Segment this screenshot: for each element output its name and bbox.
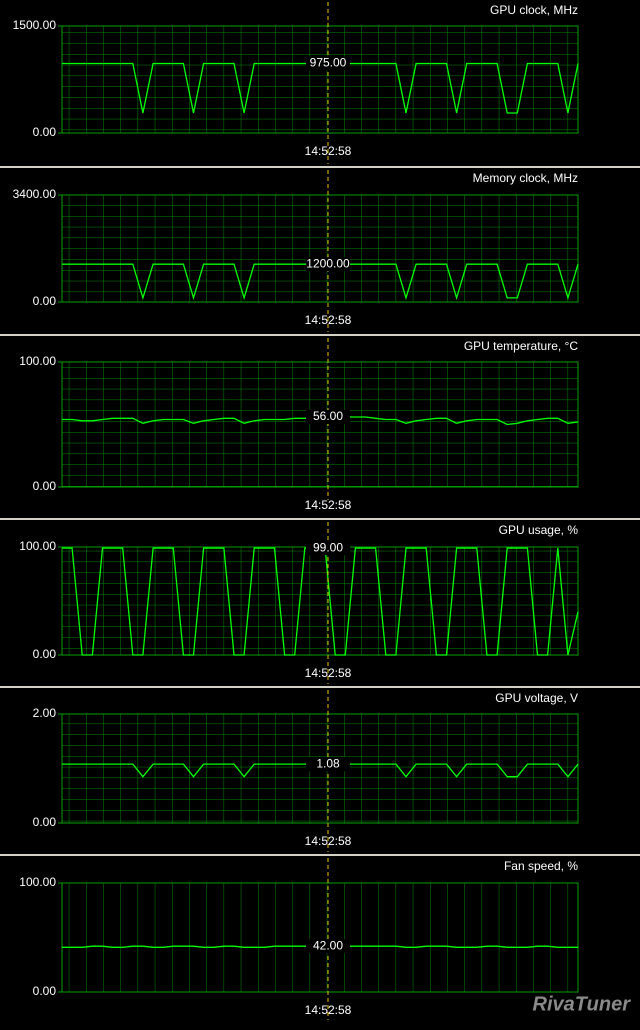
cursor-time: 14:52:58 [305,1003,352,1017]
cursor-value: 1200.00 [306,256,350,270]
y-tick-label: 0.00 [33,479,57,493]
y-tick-label: 1500.00 [13,18,57,32]
chart-title: Memory clock, MHz [473,171,578,185]
cursor-value: 975.00 [310,56,347,70]
cursor-value: 99.00 [313,540,343,554]
panel-separator [0,686,640,688]
y-tick-label: 0.00 [33,647,57,661]
y-tick-label: 0.00 [33,294,57,308]
cursor-value-bg [306,410,350,424]
y-tick-label: 0.00 [33,125,57,139]
cursor-time: 14:52:58 [305,666,352,680]
cursor-value-bg [306,939,350,954]
cursor-time: 14:52:58 [305,834,352,848]
cursor-value: 1.08 [316,756,340,770]
panel-separator [0,854,640,856]
cursor-value: 56.00 [313,409,343,423]
plot-area [61,882,579,993]
cursor-value-bg [306,56,350,71]
chart-title: Fan speed, % [504,859,578,873]
cursor-value-bg [306,541,350,556]
cursor-time: 14:52:58 [305,498,352,512]
panel-separator [0,166,640,168]
cursor-time: 14:52:58 [305,144,352,158]
plot-area [61,194,579,303]
y-tick-label: 0.00 [33,984,57,998]
cursor-time: 14:52:58 [305,313,352,327]
chart-title: GPU voltage, V [495,691,578,705]
cursor-value-bg [306,757,350,772]
watermark: RivaTuner [533,993,632,1015]
cursor-value-bg [306,257,350,272]
y-tick-label: 0.00 [33,815,57,829]
chart-title: GPU usage, % [499,523,579,537]
y-tick-label: 100.00 [19,539,56,553]
y-tick-label: 3400.00 [13,187,57,201]
chart-title: GPU clock, MHz [490,3,578,17]
plot-area [61,361,579,488]
y-tick-label: 2.00 [33,706,57,720]
chart-title: GPU temperature, °C [464,339,579,353]
plot-area [61,546,579,656]
panel-separator [0,334,640,336]
y-tick-label: 100.00 [19,875,56,889]
plot-area [61,25,579,134]
panel-separator [0,518,640,520]
y-tick-label: 100.00 [19,354,56,368]
cursor-value: 42.00 [313,938,343,952]
